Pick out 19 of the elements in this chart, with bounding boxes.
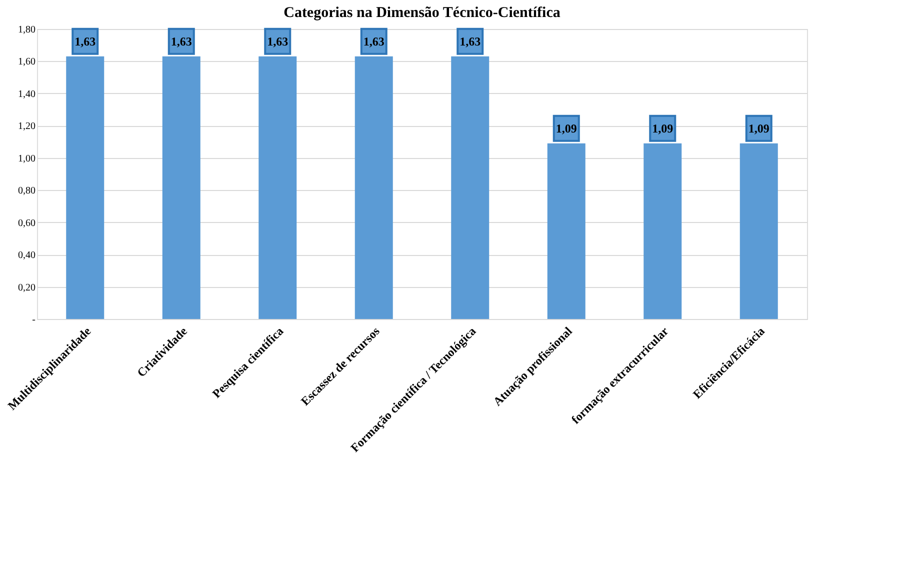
y-tick-label: 0,80: [18, 186, 36, 197]
data-label: 1,63: [363, 34, 384, 48]
chart-title: Categorias na Dimensão Técnico-Científica: [284, 5, 561, 21]
data-label: 1,09: [652, 121, 674, 136]
data-label: 1,63: [267, 34, 288, 48]
y-tick-label: 1,40: [18, 88, 36, 100]
y-tick-label: 1,20: [18, 121, 36, 132]
y-tick-label: 1,60: [18, 56, 36, 68]
data-label: 1,63: [170, 34, 192, 48]
y-tick-label: 1,00: [18, 153, 36, 164]
data-label: 1,63: [74, 34, 96, 48]
y-tick-label: 0,40: [18, 250, 36, 262]
y-tick-label: 0,20: [18, 282, 36, 294]
y-tick-label: -: [32, 314, 36, 326]
y-tick-label: 1,80: [18, 24, 36, 36]
data-label: 1,63: [460, 34, 481, 48]
data-label: 1,09: [748, 121, 770, 136]
y-tick-label: 0,60: [18, 218, 36, 229]
data-label: 1,09: [556, 121, 577, 136]
